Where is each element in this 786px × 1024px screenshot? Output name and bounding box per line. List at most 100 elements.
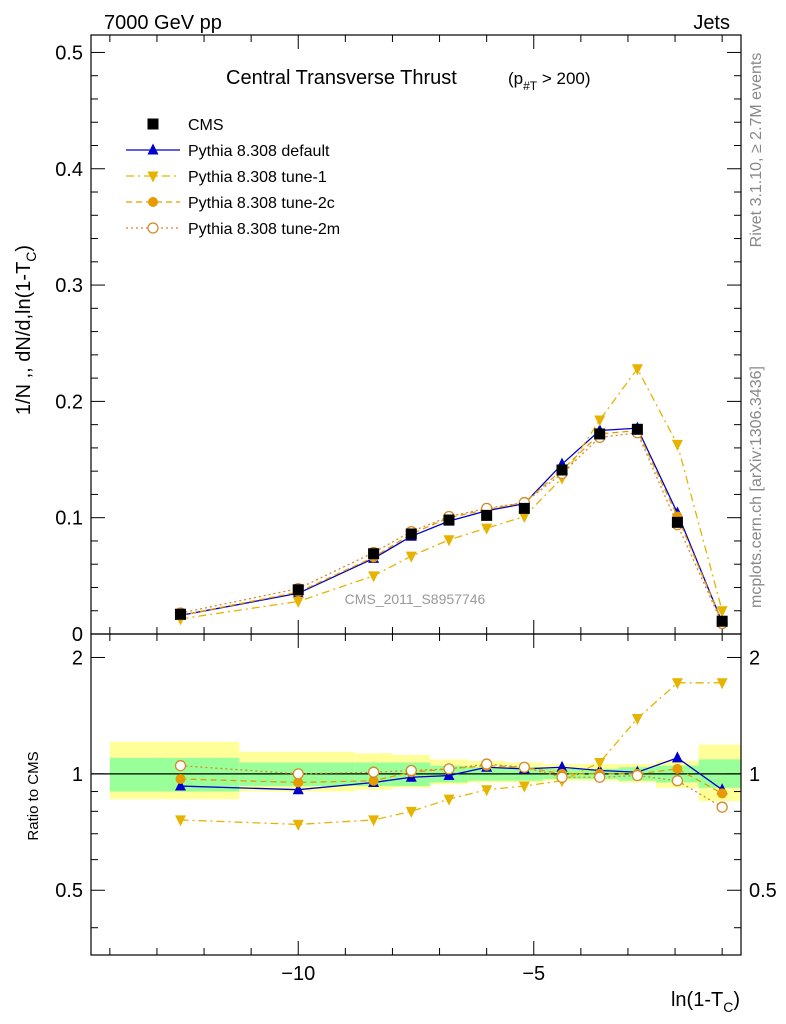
point-ratio-4-9: [631, 769, 644, 782]
point-main-2-9: [631, 364, 643, 376]
analysis-watermark: CMS_2011_S8957746: [345, 591, 486, 607]
point-main-2-8: [594, 415, 606, 427]
y-axis-label: 1/N ,, dN/d,ln(1-TC): [13, 245, 39, 415]
point-main-0-11: [716, 615, 728, 627]
point-ratio-2-1: [292, 819, 304, 831]
legend-marker-2: [147, 171, 159, 183]
ratio-axis-label: Ratio to CMS: [25, 751, 42, 840]
point-ratio-3-10: [672, 763, 683, 774]
axes: 0 0.1 0.2 0.3 0.4 0.5 0.5 0.5 1 1 2 2 −10 −5: [55, 34, 777, 985]
legend: CMS Pythia 8.308 default Pythia 8.308 tune…: [126, 117, 340, 238]
point-main-0-8: [594, 428, 606, 440]
x-axis-label: ln(1-TC): [671, 989, 740, 1015]
point-ratio-4-2: [367, 766, 380, 778]
point-ratio-1-10: [671, 751, 683, 763]
point-main-0-3: [405, 528, 417, 540]
main-ytick-label-0: 0: [72, 624, 83, 646]
series-line-main-3: [180, 429, 723, 623]
point-main-0-2: [368, 548, 380, 560]
xtick-label-1: −5: [522, 963, 545, 985]
point-ratio-4-0: [174, 760, 187, 772]
point-ratio-1-4: [443, 769, 455, 781]
point-ratio-2-4: [443, 794, 455, 806]
series-line-main-1: [180, 427, 723, 623]
point-main-0-9: [631, 423, 643, 435]
header-left: 7000 GeV pp: [104, 12, 222, 34]
point-main-2-11: [716, 606, 728, 618]
point-main-2-4: [443, 535, 455, 547]
point-main-2-5: [481, 523, 493, 535]
header-right: Jets: [693, 12, 730, 34]
point-main-2-3: [405, 551, 417, 563]
point-main-0-7: [556, 464, 568, 476]
point-ratio-4-6: [518, 761, 530, 773]
point-main-2-2: [368, 571, 380, 583]
point-ratio-2-6: [518, 781, 530, 793]
point-ratio-2-9: [631, 714, 643, 726]
main-ytick-label-4: 0.4: [55, 159, 83, 181]
point-ratio-2-8: [594, 757, 606, 769]
point-ratio-4-10: [671, 775, 684, 787]
series-line-main-2: [180, 367, 723, 620]
point-ratio-4-1: [292, 768, 304, 780]
ratio-frame: [90, 633, 742, 956]
point-main-0-4: [443, 514, 455, 526]
rivet-label: Rivet 3.1.10, ≥ 2.7M events: [748, 53, 765, 248]
series-layer: [174, 364, 728, 831]
legend-label-4: Pythia 8.308 tune-2m: [188, 221, 340, 238]
point-main-2-6: [518, 512, 530, 524]
legend-marker-4: [147, 222, 159, 234]
series-line-ratio-4: [180, 763, 723, 808]
legend-label-3: Pythia 8.308 tune-2c: [188, 195, 335, 212]
main-ytick-label-5: 0.5: [55, 42, 83, 64]
point-ratio-4-3: [405, 764, 417, 777]
legend-label-2: Pythia 8.308 tune-1: [188, 169, 327, 186]
legend-marker-0: [147, 118, 159, 130]
legend-label-1: Pythia 8.308 default: [188, 143, 330, 160]
point-main-2-1: [292, 596, 304, 608]
legend-marker-1: [147, 143, 159, 155]
point-ratio-4-8: [594, 771, 606, 783]
x-axis-label-text: ln(1-TC): [671, 989, 740, 1015]
series-line-ratio-2: [180, 682, 723, 826]
y-axis-label-text: 1/N ,, dN/d,ln(1-TC): [13, 245, 39, 415]
ratio-ytick-label-right-0: 0.5: [749, 880, 777, 902]
series-line-ratio-3: [180, 765, 723, 794]
point-ratio-1-0: [174, 779, 186, 791]
point-ratio-3-2: [368, 775, 379, 786]
point-ratio-4-4: [443, 763, 455, 775]
ratio-ytick-label-left-1: 1: [72, 764, 83, 786]
ratio-ytick-label-left-0: 0.5: [55, 880, 83, 902]
point-ratio-3-0: [175, 773, 186, 784]
point-ratio-1-1: [292, 783, 304, 795]
point-ratio-2-0: [174, 815, 186, 827]
point-main-0-5: [481, 509, 493, 521]
legend-marker-3: [148, 197, 158, 207]
main-ytick-label-2: 0.2: [55, 391, 83, 413]
point-ratio-3-1: [293, 777, 304, 788]
series-3: [175, 425, 728, 799]
point-main-2-10: [671, 439, 683, 451]
xtick-label-0: −10: [281, 963, 315, 985]
series-line-ratio-1: [180, 757, 723, 791]
mcplots-label: mcplots.cern.ch [arXiv:1306.3436]: [748, 366, 765, 608]
chart-title-sub: (p#T > 200): [508, 69, 591, 93]
chart-title: Central Transverse Thrust (p#T > 200): [226, 67, 591, 93]
legend-label-0: CMS: [188, 117, 224, 134]
point-ratio-4-11: [716, 801, 728, 813]
chart-title-main: Central Transverse Thrust: [226, 67, 457, 89]
point-ratio-2-10: [671, 678, 683, 690]
point-main-0-1: [292, 584, 304, 596]
point-ratio-3-11: [717, 788, 728, 799]
series-line-main-4: [180, 432, 723, 624]
point-ratio-1-7: [556, 760, 568, 772]
ratio-ytick-label-right-2: 2: [749, 647, 760, 669]
point-ratio-2-2: [368, 815, 380, 827]
series-0: [174, 423, 728, 627]
main-ytick-label-1: 0.1: [55, 508, 83, 530]
point-ratio-2-5: [481, 785, 493, 797]
ratio-band-green-0: [109, 757, 240, 792]
point-ratio-2-3: [405, 806, 417, 818]
point-main-0-10: [671, 516, 683, 528]
